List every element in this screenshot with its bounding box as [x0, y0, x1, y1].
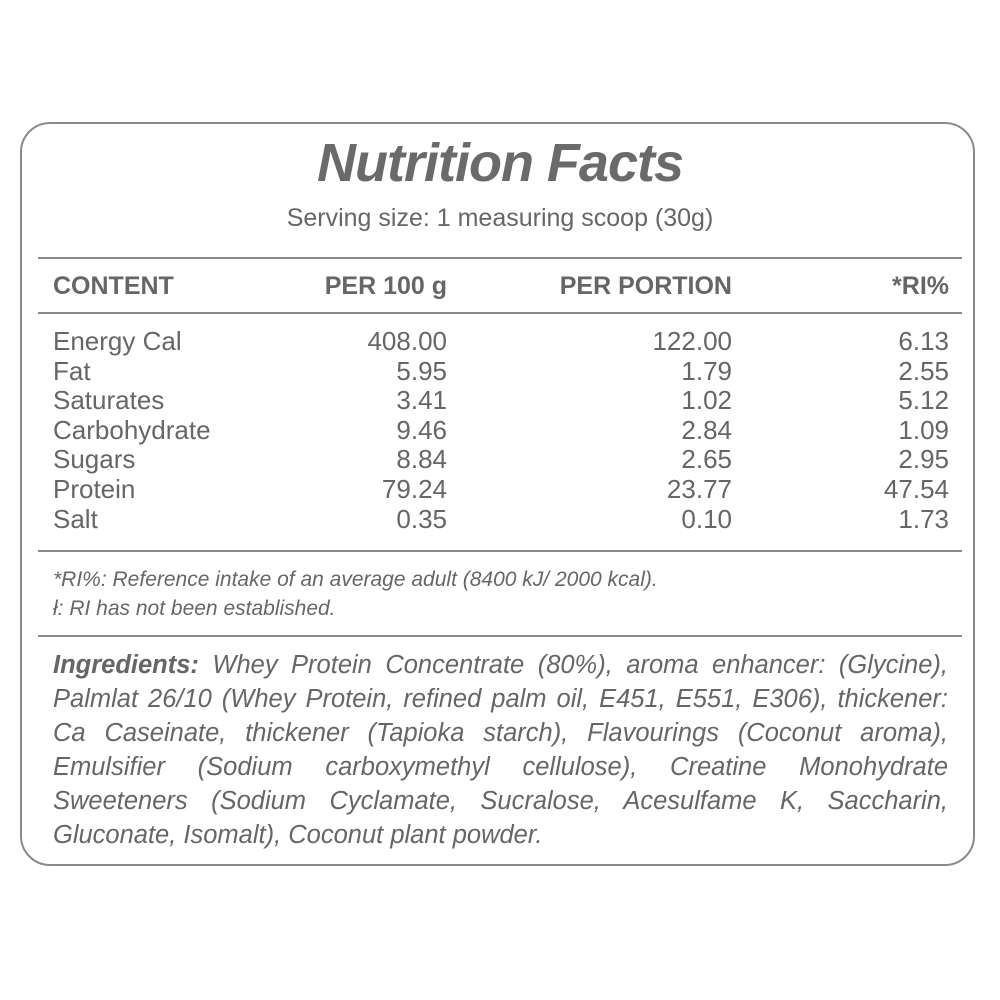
- per-portion-value: 1.79: [681, 355, 732, 386]
- header-content: CONTENT: [53, 272, 174, 300]
- divider: [38, 312, 962, 314]
- header-ri: *RI%: [892, 272, 949, 300]
- ri-value: 1.73: [898, 503, 949, 534]
- ri-value: 6.13: [898, 326, 949, 356]
- page-title: Nutrition Facts: [316, 133, 684, 193]
- nutrient-name: Salt: [53, 503, 98, 534]
- per-portion-value: 122.00: [652, 326, 732, 356]
- table-row: Fat 5.95 1.79 2.55: [0, 356, 1000, 386]
- ingredients-label: Ingredients:: [53, 651, 199, 679]
- nutrient-name: Sugars: [53, 444, 136, 475]
- table-row: Salt 0.35 0.10 1.73: [0, 504, 1000, 534]
- nutrient-name: Fat: [53, 355, 91, 386]
- per-100g-value: 408.00: [367, 326, 447, 356]
- per-100g-value: 79.24: [381, 474, 447, 504]
- per-100g-value: 8.84: [396, 444, 447, 475]
- ri-value: 2.95: [898, 444, 949, 475]
- table-row: Energy Cal 408.00 122.00 6.13: [0, 326, 1000, 356]
- per-portion-value: 2.84: [681, 414, 732, 445]
- table-row: Sugars 8.84 2.65 2.95: [0, 444, 1000, 474]
- nutrient-name: Protein: [53, 474, 136, 504]
- nutrient-name: Carbohydrate: [53, 414, 211, 445]
- divider: [38, 635, 962, 637]
- divider: [38, 550, 962, 552]
- header-per-portion: PER PORTION: [559, 272, 732, 300]
- ingredients-text: Whey Protein Concentrate (80%), aroma en…: [53, 651, 948, 849]
- per-portion-value: 0.10: [681, 503, 732, 534]
- nutrition-panel: [20, 122, 975, 866]
- per-100g-value: 9.46: [396, 414, 447, 445]
- per-portion-value: 1.02: [681, 385, 732, 416]
- footnote-ri: *RI%: Reference intake of an average adu…: [53, 568, 658, 591]
- ri-value: 2.55: [898, 355, 949, 386]
- serving-size: Serving size: 1 measuring scoop (30g): [286, 204, 714, 232]
- per-100g-value: 0.35: [396, 503, 447, 534]
- nutrient-name: Saturates: [53, 385, 165, 416]
- header-per-100g: PER 100 g: [324, 272, 447, 300]
- ingredients: Ingredients: Whey Protein Concentrate (8…: [53, 648, 948, 852]
- ri-value: 47.54: [883, 474, 949, 504]
- per-100g-value: 5.95: [396, 355, 447, 386]
- per-portion-value: 2.65: [681, 444, 732, 475]
- footnote-not-established: ł: RI has not been established.: [53, 597, 336, 620]
- per-portion-value: 23.77: [666, 474, 732, 504]
- per-100g-value: 3.41: [396, 385, 447, 416]
- ri-value: 5.12: [898, 385, 949, 416]
- divider: [38, 257, 962, 259]
- table-row: Carbohydrate 9.46 2.84 1.09: [0, 415, 1000, 445]
- ri-value: 1.09: [898, 414, 949, 445]
- table-row: Protein 79.24 23.77 47.54: [0, 474, 1000, 504]
- nutrient-name: Energy Cal: [53, 326, 182, 356]
- table-row: Saturates 3.41 1.02 5.12: [0, 385, 1000, 415]
